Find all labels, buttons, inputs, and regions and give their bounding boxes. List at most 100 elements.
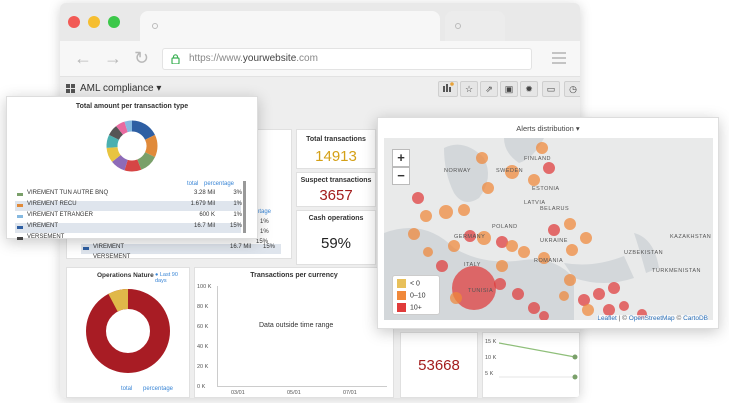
amount-per-type-card: Total amount per transaction type total … [6, 96, 258, 240]
table-row[interactable]: VIREMENT 16.7 Mil 15% [15, 223, 242, 233]
star-button[interactable]: ☆ [460, 81, 478, 97]
alerts-distribution-title[interactable]: Alerts distribution ▾ [516, 124, 580, 133]
donut-slice[interactable] [106, 134, 120, 148]
alert-bubble[interactable] [593, 288, 605, 300]
save-icon: ▣ [504, 84, 514, 94]
alert-bubble[interactable] [538, 252, 550, 264]
map-place-label: Estonia [532, 186, 560, 192]
map-place-label: Finland [524, 156, 552, 162]
alert-bubble[interactable] [559, 291, 569, 301]
browser-titlebar [60, 3, 580, 41]
alerts-map[interactable]: Norway Sweden Finland Estonia Latvia Belarus U… [384, 138, 713, 320]
alert-bubble[interactable] [420, 210, 432, 222]
alert-bubble[interactable] [536, 142, 548, 154]
mini-chart-point [572, 354, 578, 360]
zoom-out-button[interactable]: − [392, 167, 410, 185]
alert-bubble[interactable] [496, 260, 508, 272]
y-tick-label: 10 K [485, 355, 497, 361]
row-percentage: 1% [233, 212, 242, 218]
suspect-transactions-title: Suspect transactions [300, 177, 372, 184]
back-arrow-icon[interactable]: ← [74, 48, 92, 68]
table-row[interactable]: VIREMENT RECU 1.679 Mil 1% [15, 201, 242, 211]
map-place-label: Sweden [496, 168, 524, 174]
alert-bubble[interactable] [482, 182, 494, 194]
close-window-button[interactable] [68, 16, 80, 28]
alert-bubble[interactable] [543, 162, 555, 174]
donut-slice[interactable] [124, 159, 142, 172]
table-row[interactable]: VIREMENT ETRANGER 600 K 1% [15, 212, 242, 222]
alert-bubble[interactable] [582, 304, 594, 316]
dashboard-title[interactable]: AML compliance ▾ [80, 83, 162, 94]
alert-bubble[interactable] [505, 165, 519, 179]
alert-bubble[interactable] [494, 278, 506, 290]
alert-bubble[interactable] [512, 288, 524, 300]
last-90-days-badge[interactable]: ● Last 90 days [155, 272, 178, 284]
reload-icon[interactable]: ↻ [134, 48, 150, 68]
alert-bubble[interactable] [608, 282, 620, 294]
legend-item: 10+ [397, 303, 422, 313]
y-tick-label: 0 K [197, 384, 206, 390]
osm-link[interactable]: OpenStreetMap [628, 315, 675, 322]
alert-bubble[interactable] [476, 152, 488, 164]
donut-slice[interactable] [116, 121, 128, 135]
alert-bubble[interactable] [423, 247, 433, 257]
alert-bubble[interactable] [464, 230, 476, 242]
alert-bubble[interactable] [439, 205, 453, 219]
forward-arrow-icon[interactable]: → [104, 48, 122, 68]
alert-bubble[interactable] [450, 292, 462, 304]
alert-bubble[interactable] [518, 246, 530, 258]
url-bar[interactable]: https://www.yourwebsite.com [162, 48, 532, 70]
hamburger-menu-icon[interactable] [552, 52, 566, 67]
map-legend: < 0 0–10 10+ [392, 275, 440, 315]
col-percentage-header: percentage [204, 181, 235, 187]
alerts-distribution-card: Alerts distribution ▾ Norway Sweden Finlan… [377, 117, 719, 329]
settings-button[interactable]: ✹ [520, 81, 538, 97]
table-scrollbar[interactable] [243, 181, 246, 233]
donut-slice[interactable] [124, 120, 133, 133]
row-label: VIREMENT TUN AUTRE BNQ [27, 190, 109, 196]
alert-bubble[interactable] [408, 228, 420, 240]
donut-slice[interactable] [106, 146, 121, 162]
time-picker-button[interactable]: ◷ [564, 81, 580, 97]
browser-tab-new[interactable] [445, 11, 505, 41]
lock-icon [171, 54, 180, 64]
alert-bubble[interactable] [539, 311, 549, 320]
add-visualization-button[interactable] [438, 81, 458, 97]
leaflet-link[interactable]: Leaflet [597, 315, 617, 322]
alert-bubble[interactable] [436, 260, 448, 272]
alert-bubble[interactable] [564, 274, 576, 286]
save-button[interactable]: ▣ [500, 81, 518, 97]
table-row[interactable]: VIREMENT TUN AUTRE BNQ 3.28 Mil 3% [15, 190, 242, 200]
maximize-window-button[interactable] [108, 16, 120, 28]
operations-nature-title: Operations Nature [97, 272, 154, 279]
donut-slice[interactable] [136, 151, 155, 170]
alert-bubble[interactable] [548, 224, 560, 236]
share-button[interactable]: ⇗ [480, 81, 498, 97]
minimize-window-button[interactable] [88, 16, 100, 28]
alert-bubble[interactable] [448, 240, 460, 252]
alert-bubble[interactable] [566, 244, 578, 256]
row-label: VIREMENT [27, 223, 59, 229]
donut-slice[interactable] [112, 154, 129, 171]
table-row[interactable]: VERSEMENT [15, 234, 241, 244]
donut-slice[interactable] [109, 126, 124, 140]
donut-slice[interactable] [131, 120, 155, 141]
dashboard-header: AML compliance ▾ ☆ ⇗ ▣ ✹ ▭ ◷ [60, 77, 580, 101]
map-place-label: Turkmenistan [652, 268, 701, 274]
map-place-label: Tunisia [468, 288, 494, 294]
alert-bubble[interactable] [506, 240, 518, 252]
apps-grid-icon[interactable] [66, 84, 76, 94]
alert-bubble[interactable] [619, 301, 629, 311]
alert-bubble[interactable] [458, 204, 470, 216]
alert-bubble[interactable] [477, 231, 491, 245]
browser-tab-active[interactable] [140, 11, 440, 41]
display-mode-button[interactable]: ▭ [542, 81, 560, 97]
zoom-in-button[interactable]: + [392, 149, 410, 167]
carto-link[interactable]: CartoDB [683, 315, 708, 322]
alert-bubble[interactable] [412, 192, 424, 204]
alert-bubble[interactable] [580, 232, 592, 244]
alert-bubble[interactable] [528, 302, 540, 314]
alert-bubble[interactable] [564, 218, 576, 230]
alert-bubble[interactable] [528, 174, 540, 186]
donut-slice[interactable] [144, 134, 158, 158]
